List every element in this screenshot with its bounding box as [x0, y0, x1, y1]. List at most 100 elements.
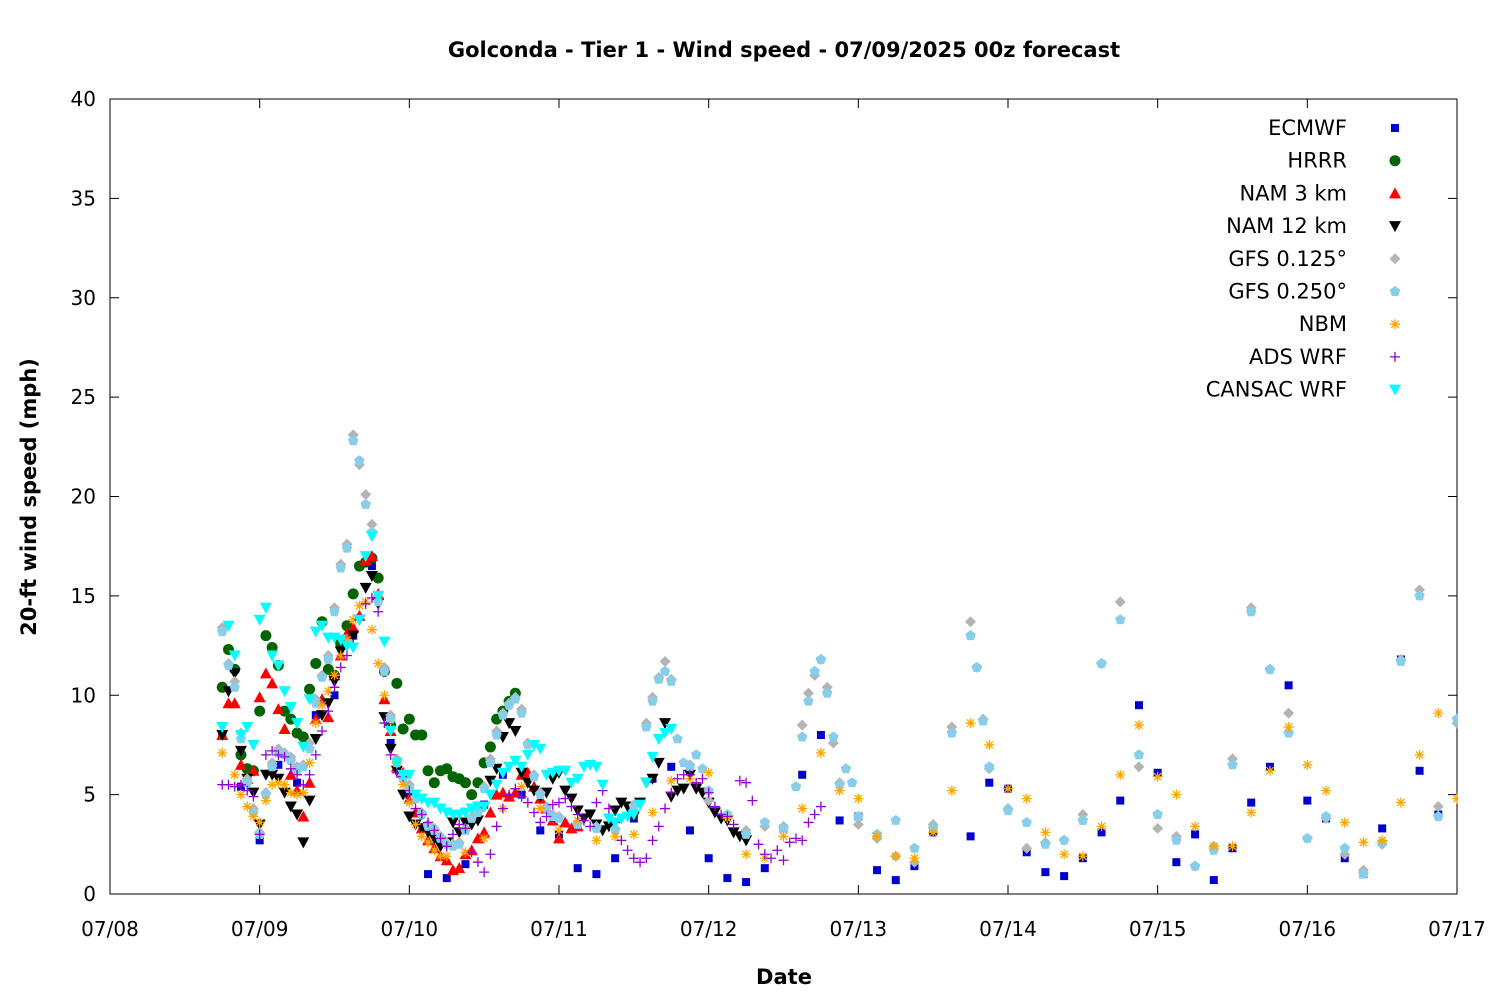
data-point [260, 630, 272, 642]
data-point [353, 614, 366, 626]
data-point [790, 833, 801, 844]
data-point [529, 807, 540, 818]
data-point [634, 799, 647, 811]
data-point [266, 761, 278, 772]
data-point [366, 518, 378, 530]
data-point [603, 803, 614, 814]
data-point [341, 634, 352, 645]
data-point [254, 705, 266, 717]
data-point [347, 642, 360, 654]
data-point [273, 749, 284, 760]
data-point [298, 761, 309, 772]
data-point [515, 761, 528, 773]
y-tick-label: 35 [71, 186, 96, 210]
data-point [666, 787, 677, 798]
legend-label: CANSAC WRF [1206, 378, 1347, 402]
data-point [666, 675, 677, 686]
data-point [1096, 657, 1107, 668]
data-point [235, 779, 246, 790]
data-point [1303, 796, 1312, 805]
data-point [454, 819, 465, 830]
data-point [635, 857, 646, 868]
data-point [303, 694, 316, 706]
legend-label: ECMWF [1268, 116, 1347, 140]
data-point [803, 695, 814, 706]
data-point [796, 719, 808, 731]
chart-title: Golconda - Tier 1 - Wind speed - 07/09/2… [448, 38, 1120, 62]
data-point [1115, 614, 1126, 625]
data-point [278, 723, 291, 735]
data-point [778, 855, 789, 866]
data-point [234, 745, 247, 757]
data-point [409, 789, 422, 801]
data-point [415, 793, 428, 805]
data-point [310, 718, 321, 729]
data-point [354, 455, 365, 466]
data-point [260, 749, 271, 760]
data-point [297, 810, 310, 822]
data-point [235, 789, 246, 800]
data-point [284, 702, 297, 714]
data-point [365, 531, 378, 543]
data-point [611, 854, 620, 863]
x-axis: 07/08 07/09 07/10 07/11 07/12 07/13 07/14 07/15… [81, 99, 1486, 941]
data-point [435, 851, 446, 862]
data-points-layer [216, 429, 1458, 887]
data-point [528, 771, 540, 782]
data-point [1021, 793, 1032, 804]
data-point [797, 803, 808, 814]
data-point [815, 747, 826, 758]
data-point [672, 773, 683, 784]
data-point [846, 777, 858, 788]
data-point [1171, 789, 1182, 800]
x-tick-label: 07/17 [1428, 917, 1486, 941]
data-point [323, 686, 334, 697]
data-point [284, 801, 297, 813]
data-point [516, 781, 527, 792]
data-point [1433, 708, 1444, 719]
data-point [304, 757, 315, 768]
data-point [766, 853, 777, 864]
y-axis-label: 20-ft wind speed (mph) [17, 358, 41, 636]
data-point [652, 733, 665, 745]
data-point [428, 777, 440, 789]
data-point [835, 816, 844, 825]
data-point [609, 817, 622, 829]
data-point [553, 812, 565, 823]
data-point [386, 738, 395, 747]
data-point [709, 801, 720, 812]
data-point [304, 683, 316, 695]
data-point [703, 767, 714, 778]
data-point [541, 811, 552, 822]
data-point [665, 724, 678, 736]
data-point [571, 773, 584, 785]
data-point [509, 726, 522, 738]
data-point [379, 690, 390, 701]
data-point [591, 797, 602, 808]
data-point [423, 837, 434, 848]
data-point [1321, 785, 1332, 796]
data-point [647, 835, 658, 846]
data-point [410, 819, 421, 830]
data-point [778, 822, 789, 833]
y-tick-label: 10 [71, 683, 96, 707]
data-point [484, 741, 496, 753]
data-point [222, 620, 235, 632]
data-point [229, 681, 240, 692]
data-point [646, 751, 659, 763]
data-point [329, 682, 340, 693]
x-axis-label: Date [756, 965, 812, 989]
data-point [546, 773, 559, 785]
data-point [703, 787, 714, 798]
data-point [316, 620, 329, 632]
data-point [628, 853, 639, 864]
data-point [459, 807, 472, 819]
data-point [479, 833, 490, 844]
data-point [853, 793, 864, 804]
data-point [677, 783, 690, 795]
data-point [335, 662, 346, 673]
data-point [373, 658, 384, 669]
data-point [740, 828, 752, 839]
data-point [616, 835, 627, 846]
data-point [260, 789, 272, 800]
